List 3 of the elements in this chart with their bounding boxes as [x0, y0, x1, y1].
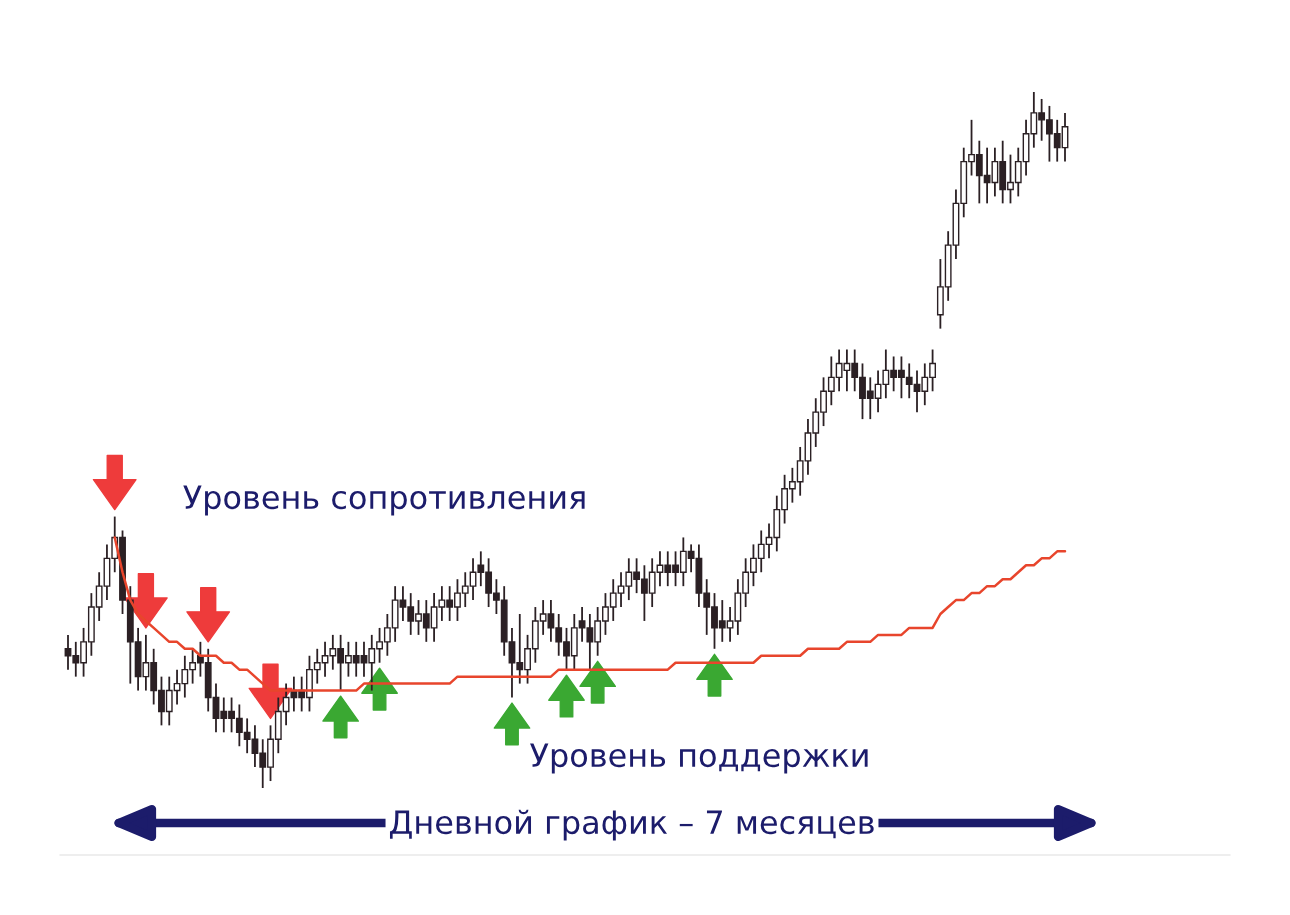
annotation: Уровень поддержки — [530, 743, 868, 774]
annotation: Уровень сопротивления — [183, 485, 585, 516]
text: Дневной график – 7 месяцев — [389, 809, 874, 841]
